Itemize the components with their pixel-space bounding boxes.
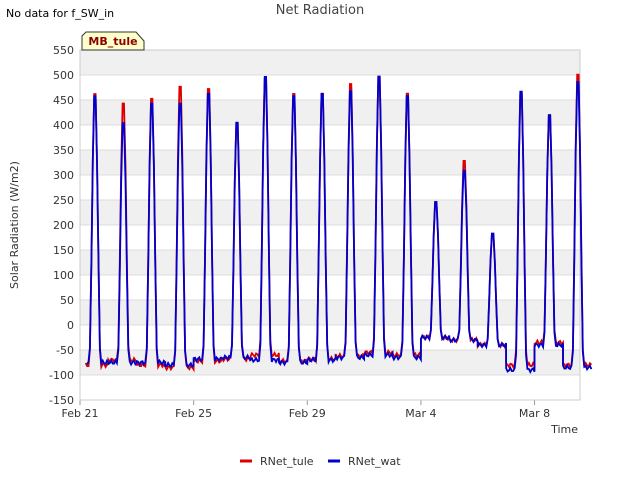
legend-label-RNet_tule: RNet_tule <box>260 455 314 468</box>
plot-band <box>80 50 580 75</box>
x-tick-label: Feb 29 <box>289 407 326 420</box>
plot-area-border <box>79 49 581 401</box>
x-axis-label: Time <box>550 423 578 436</box>
x-tick-label: Feb 21 <box>62 407 99 420</box>
y-tick-label: 200 <box>53 219 74 232</box>
plot-band <box>80 300 580 325</box>
plot-band <box>80 250 580 275</box>
plot-band <box>80 350 580 375</box>
y-tick-label: -100 <box>49 369 74 382</box>
no-data-note: No data for f_SW_in <box>6 7 115 20</box>
site-badge-label: MB_tule <box>88 35 137 48</box>
site-badge-shape <box>81 31 145 51</box>
y-tick-label: 0 <box>67 319 74 332</box>
x-tick-label: Mar 4 <box>405 407 436 420</box>
plot-band <box>80 200 580 225</box>
y-tick-label: 550 <box>53 44 74 57</box>
series-line-RNet_wat <box>86 75 593 375</box>
y-tick-label: 50 <box>60 294 74 307</box>
plot-band <box>80 100 580 125</box>
y-tick-label: 450 <box>53 94 74 107</box>
plot-band <box>80 150 580 175</box>
y-tick-label: 500 <box>53 69 74 82</box>
x-tick-label: Mar 8 <box>519 407 550 420</box>
y-tick-label: -50 <box>56 344 74 357</box>
legend-label-RNet_wat: RNet_wat <box>348 455 401 468</box>
y-tick-label: 300 <box>53 169 74 182</box>
y-tick-label: 350 <box>53 144 74 157</box>
y-tick-label: -150 <box>49 394 74 407</box>
chart-title: Net Radiation <box>275 3 365 18</box>
y-tick-label: 100 <box>53 269 74 282</box>
y-tick-label: 400 <box>53 119 74 132</box>
y-axis-label: Solar Radiation (W/m2) <box>8 161 21 289</box>
y-tick-label: 150 <box>53 244 74 257</box>
x-tick-label: Feb 25 <box>175 407 212 420</box>
y-tick-label: 250 <box>53 194 74 207</box>
